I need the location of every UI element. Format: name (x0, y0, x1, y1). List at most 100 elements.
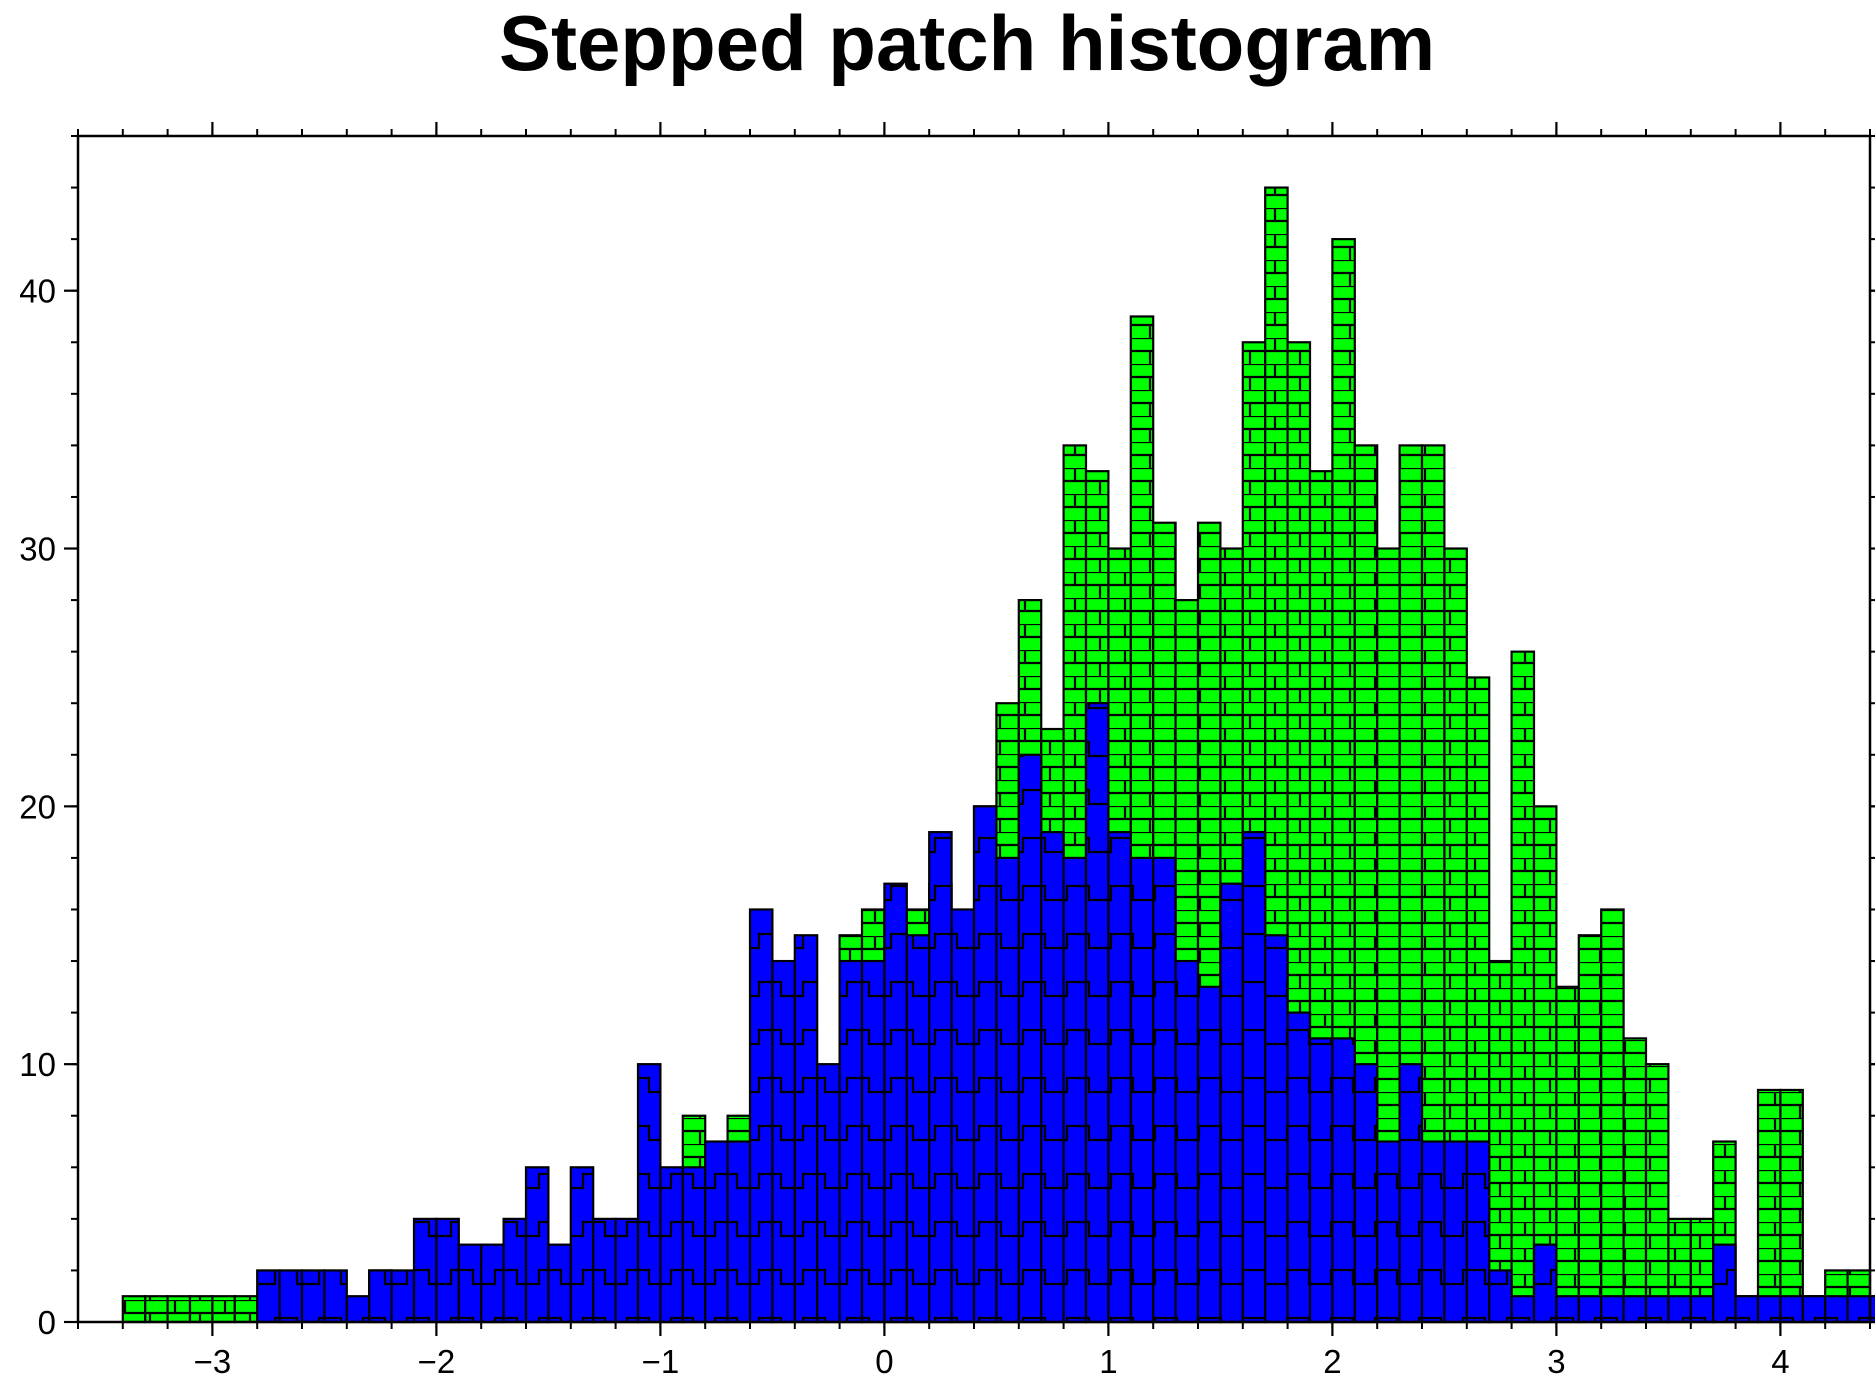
histogram-bar (1241, 831, 1267, 1324)
series-2 (256, 702, 1875, 1324)
histogram-bar (1443, 1140, 1468, 1324)
histogram-bar (1756, 1295, 1782, 1324)
histogram-bar (636, 1063, 662, 1324)
histogram-bar (166, 1295, 192, 1324)
x-tick-label: −3 (194, 1343, 232, 1380)
histogram-bar (816, 1063, 841, 1324)
histogram-bar (1353, 1063, 1379, 1324)
histogram-bar (233, 1295, 259, 1324)
histogram-bar (1577, 934, 1603, 1324)
histogram-bar (1644, 1295, 1670, 1324)
x-tick-label: 0 (875, 1343, 893, 1380)
y-tick-label: 0 (38, 1304, 56, 1341)
histogram-bar (905, 934, 931, 1324)
histogram-bar (1219, 882, 1244, 1324)
histogram-bar (1779, 1295, 1804, 1324)
histogram-bar (1644, 1063, 1670, 1324)
histogram-bar (345, 1295, 371, 1324)
histogram-bar (1712, 1243, 1737, 1324)
histogram-bar (502, 1217, 528, 1324)
y-tick-label: 20 (19, 788, 56, 825)
histogram-bar (1555, 985, 1580, 1324)
histogram-bar (1801, 1295, 1827, 1324)
histogram-bar (1488, 1269, 1513, 1324)
histogram-bar (1600, 1295, 1625, 1324)
histogram-bar (1174, 959, 1200, 1324)
histogram-bar (323, 1269, 348, 1324)
histogram-bar (1376, 1140, 1401, 1324)
histogram-bar (793, 934, 819, 1324)
histogram-bar (1577, 1295, 1603, 1324)
histogram-bar (1622, 1037, 1648, 1324)
chart-title: Stepped patch histogram (499, 0, 1435, 87)
histogram-bar (457, 1243, 483, 1324)
series-layer (121, 186, 1875, 1324)
histogram-bar (995, 856, 1020, 1324)
y-tick-label: 30 (19, 531, 56, 568)
histogram-bar (1465, 1140, 1491, 1324)
histogram-bar (300, 1269, 326, 1324)
histogram-bar (1129, 856, 1155, 1324)
histogram-bar (681, 1166, 707, 1324)
histogram-bar (1689, 1295, 1715, 1324)
histogram-bar (614, 1217, 640, 1324)
histogram-bar (1196, 985, 1222, 1324)
histogram-bar (547, 1243, 572, 1324)
histogram-bar (1779, 1088, 1804, 1324)
histogram-bar (838, 959, 864, 1324)
histogram-bar (1331, 1037, 1356, 1324)
histogram-bar (211, 1295, 236, 1324)
histogram-bar (144, 1295, 169, 1324)
x-tick-label: −1 (642, 1343, 680, 1380)
y-tick-label: 10 (19, 1046, 56, 1083)
histogram-bar (1667, 1295, 1692, 1324)
histogram-bar (726, 1140, 752, 1324)
histogram-bar (1152, 856, 1177, 1324)
histogram-bar (883, 882, 908, 1324)
histogram-bar (1084, 702, 1110, 1324)
histogram-bar (1734, 1295, 1760, 1324)
y-tick-label: 40 (19, 273, 56, 310)
histogram-bar (771, 959, 796, 1324)
histogram-bar (1532, 1243, 1558, 1324)
histogram-bar (390, 1269, 416, 1324)
histogram-bar (1555, 1295, 1580, 1324)
histogram-bar (1107, 831, 1132, 1324)
histogram-bar (1510, 1295, 1536, 1324)
histogram-bar (480, 1243, 505, 1324)
histogram-bar (592, 1217, 617, 1324)
histogram-bar (1846, 1295, 1872, 1324)
histogram-bar (950, 908, 976, 1324)
x-tick-label: 1 (1099, 1343, 1117, 1380)
histogram-bar (1264, 934, 1289, 1324)
histogram-bar (860, 959, 886, 1324)
histogram-bar (1308, 1037, 1334, 1324)
histogram-bar (1622, 1295, 1648, 1324)
histogram-bar (1600, 908, 1625, 1324)
histogram-bar (435, 1217, 460, 1324)
histogram-bar (1756, 1088, 1782, 1324)
histogram-bar (1062, 856, 1088, 1324)
x-tick-label: −2 (418, 1343, 456, 1380)
histogram-bar (368, 1269, 393, 1324)
histogram-bar (278, 1269, 304, 1324)
x-tick-label: 3 (1547, 1343, 1565, 1380)
histogram-bar (972, 805, 998, 1324)
histogram-bar (1488, 959, 1513, 1324)
histogram-bar (1420, 1140, 1446, 1324)
histogram-bar (1824, 1295, 1849, 1324)
histogram-bar (188, 1295, 214, 1324)
histogram-bar (524, 1166, 550, 1324)
histogram-bar (569, 1166, 595, 1324)
histogram-bar (659, 1166, 684, 1324)
histogram-bar (704, 1140, 729, 1324)
histogram-bar (256, 1269, 281, 1324)
histogram-bar (1286, 1011, 1312, 1324)
x-tick-label: 2 (1323, 1343, 1341, 1380)
histogram-bar (1510, 650, 1536, 1324)
histogram-bar (1017, 753, 1043, 1324)
histogram-bar (1040, 831, 1065, 1324)
histogram-bar (412, 1217, 438, 1324)
histogram-bar (121, 1295, 147, 1324)
